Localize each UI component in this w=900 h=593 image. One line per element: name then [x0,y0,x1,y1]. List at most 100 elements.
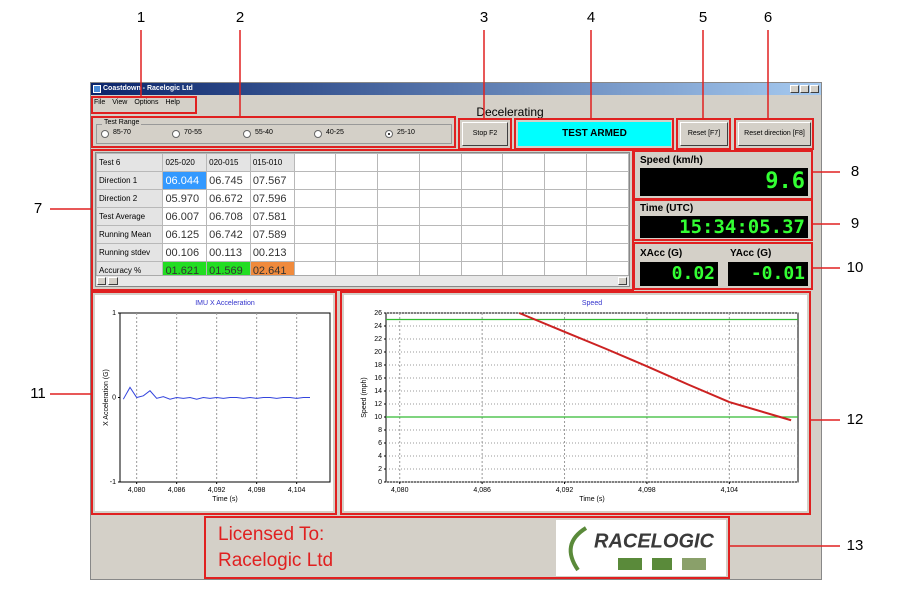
empty-cell [377,225,420,244]
table-cell: 00.113 [206,243,251,262]
scroll-left[interactable] [97,277,106,285]
y-tick-label: 10 [374,414,382,421]
x-tick-label: 4,104 [721,487,739,494]
y-tick-label: 14 [374,388,382,395]
reset-button[interactable]: Reset [F7] [680,122,728,146]
menu-item[interactable]: Options [134,99,159,106]
empty-cell [335,243,379,262]
y-tick-label: 20 [374,349,382,356]
y-tick-label: 4 [378,453,382,460]
table-cell: 05.970 [162,189,208,208]
maximize-button[interactable] [800,85,809,93]
reset-direction-button[interactable]: Reset direction [F8] [738,122,811,146]
radio-button[interactable] [385,130,393,138]
yacc-display: -0.01 [728,262,808,286]
radio-label: 85-70 [113,129,131,136]
empty-cell [460,189,504,208]
callout-number: 11 [30,385,46,402]
license-name: Racelogic Ltd [218,550,334,571]
test-range-group: 85-70 70-55 55-40 40-25 25-10 [96,124,452,144]
table-cell: 06.125 [162,225,208,244]
y-tick-label: -1 [110,479,116,486]
radio-label: 70-55 [184,129,202,136]
stop-button[interactable]: Stop F2 [462,122,508,146]
x-tick-label: 4,098 [638,487,656,494]
empty-cell [586,225,629,244]
empty-cell [544,153,588,172]
empty-cell [293,207,337,226]
table-cell: Test Average [96,207,164,226]
empty-cell [377,189,420,208]
menu-item[interactable]: Help [165,99,180,106]
table-cell: Direction 2 [96,189,164,208]
empty-cell [544,225,588,244]
table-cell: 020-015 [206,153,251,172]
logo-swoosh [568,526,588,572]
radio-label: 40-25 [326,129,344,136]
time-label: Time (UTC) [640,203,694,214]
scrollbar[interactable] [96,275,629,286]
empty-cell [335,153,379,172]
radio-button[interactable] [101,130,109,138]
radio-button[interactable] [243,130,251,138]
x-axis-label: Time (s) [579,496,604,503]
radio-button[interactable] [314,130,322,138]
empty-cell [335,171,379,190]
empty-cell [377,243,420,262]
table-row: Running Mean 06.125 06.742 07.589 [96,225,629,244]
empty-cell [335,225,379,244]
group-label: Test Range [102,119,142,126]
empty-cell [418,189,462,208]
x-tick-label: 4,092 [556,487,574,494]
close-button[interactable] [810,85,819,93]
empty-cell [586,171,629,190]
logo-text: RACELOGIC [594,530,715,552]
menu-item[interactable]: View [112,99,128,106]
callout-number: 8 [851,163,859,180]
armed-indicator: TEST ARMED [518,122,671,146]
callout-number: 7 [34,200,42,217]
table-cell: 07.596 [249,189,295,208]
table-row: Running stdev 00.106 00.113 00.213 [96,243,629,262]
y-axis-label: X Acceleration (G) [103,369,110,426]
empty-cell [544,243,588,262]
chart-title: IMU X Acceleration [195,300,255,307]
minimize-button[interactable] [790,85,799,93]
empty-cell [293,153,337,172]
empty-cell [293,189,337,208]
empty-cell [544,207,588,226]
empty-cell [418,243,462,262]
y-tick-label: 6 [378,440,382,447]
menu-bar: File View Options Help [94,99,180,109]
table-cell: 00.213 [249,243,295,262]
app-icon [93,85,101,93]
scroll-right[interactable] [618,277,627,285]
logo: RACELOGIC [556,520,726,576]
menu-item[interactable]: File [94,99,106,106]
speed-label: Speed (km/h) [640,155,703,166]
callout-number: 12 [847,411,864,428]
empty-cell [460,225,504,244]
table-cell: Direction 1 [96,171,164,190]
callout-number: 6 [764,9,772,26]
x-axis-label: Time (s) [212,496,237,503]
radio-button[interactable] [172,130,180,138]
callout-number: 13 [847,537,864,554]
empty-cell [460,171,504,190]
empty-cell [377,153,420,172]
callout-number: 3 [480,9,488,26]
x-tick-label: 4,080 [391,487,409,494]
status-text: Decelerating [476,105,544,119]
y-tick-label: 0 [112,394,116,401]
table-row: Direction 2 05.970 06.672 07.596 [96,189,629,208]
radio-label: 25-10 [397,129,415,136]
x-tick-label: 4,098 [248,487,266,494]
empty-cell [377,171,420,190]
scroll-thumb[interactable] [108,277,118,285]
empty-cell [418,207,462,226]
table-cell: Test 6 [96,153,164,172]
table-cell: 07.589 [249,225,295,244]
empty-cell [335,189,379,208]
results-panel: Test 6 025-020 020-015 015-010 Direction 1 06… [95,152,630,287]
callout-number: 4 [587,9,595,26]
